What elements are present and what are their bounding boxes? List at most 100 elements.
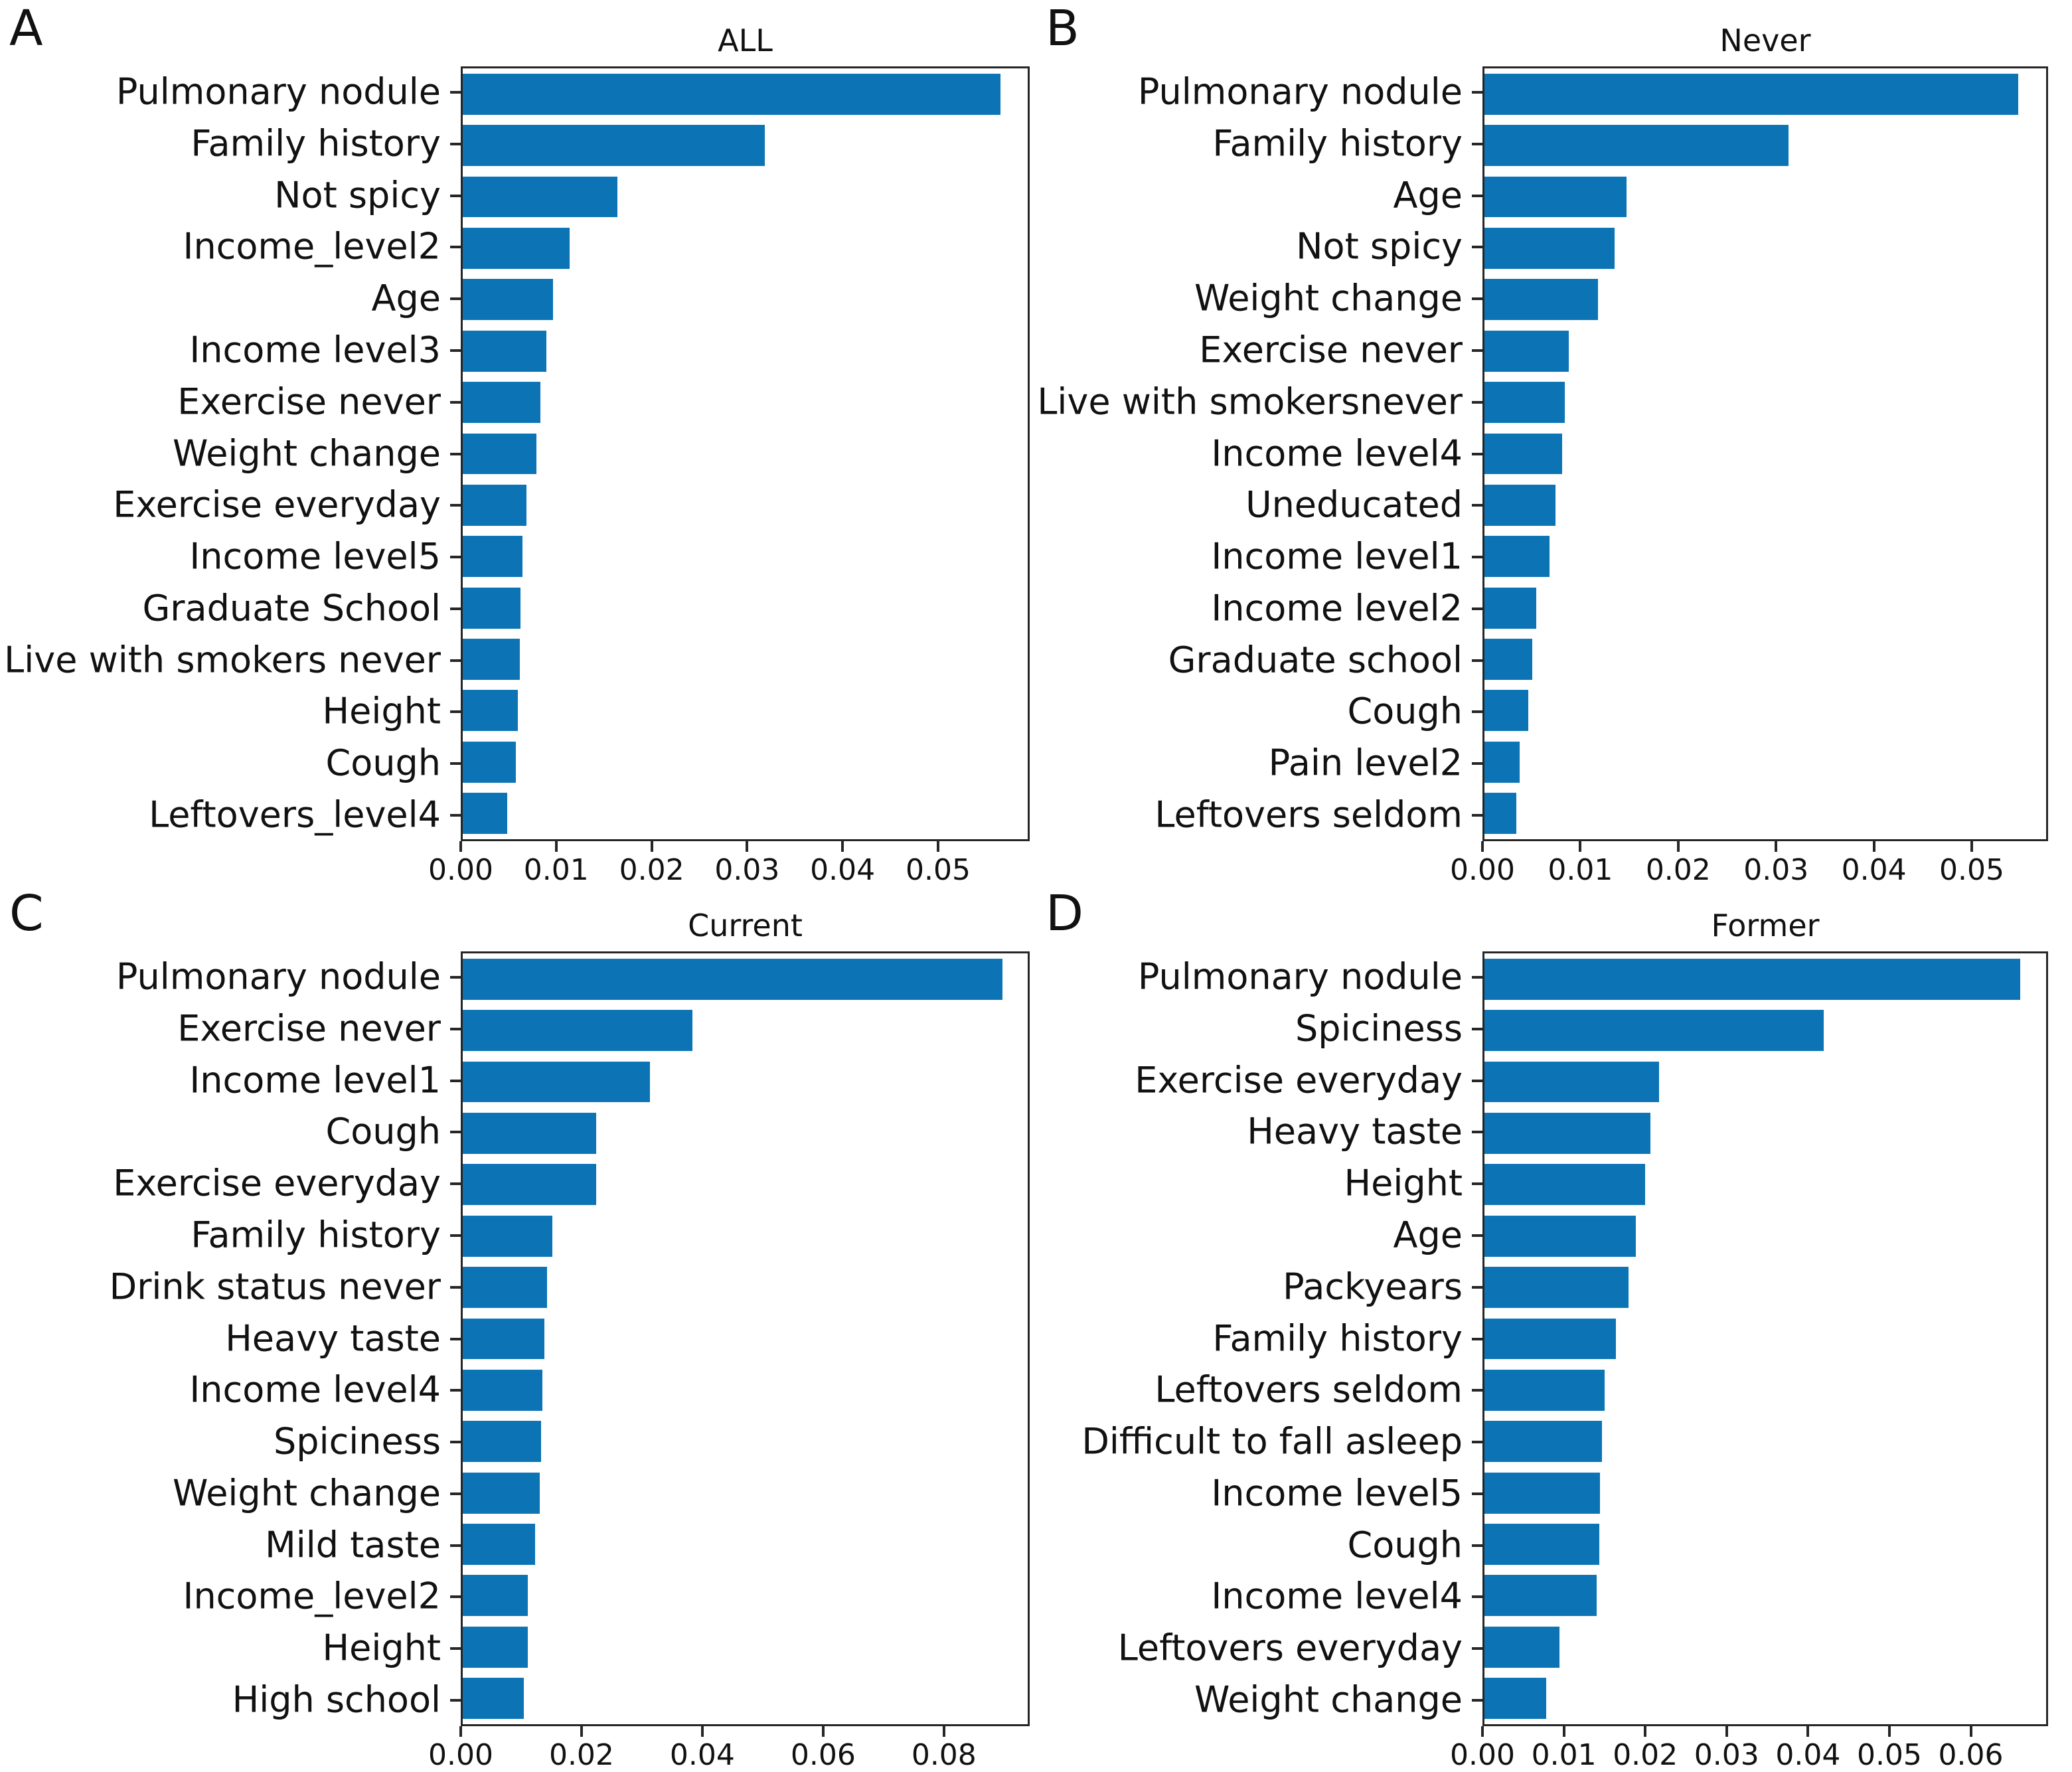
y-tick-mark — [450, 1027, 461, 1030]
x-tick-label: 0.04 — [810, 853, 876, 887]
y-axis-label: Exercise never — [177, 1007, 441, 1050]
y-tick-mark — [1472, 556, 1482, 559]
x-tick-mark — [650, 841, 653, 852]
bar — [1484, 1678, 1546, 1720]
bar — [1484, 1010, 1824, 1052]
y-tick-mark — [450, 400, 461, 404]
bar — [1484, 279, 1599, 321]
panel-letter-a: A — [9, 0, 43, 57]
bar — [463, 1112, 597, 1154]
y-tick-mark — [1472, 1544, 1482, 1547]
y-tick-mark — [1472, 452, 1482, 455]
y-axis-label: Weight change — [172, 1472, 441, 1514]
bar — [463, 1575, 528, 1617]
x-axis: 0.00 0.01 0.02 0.03 0.04 0.05 0.06 — [1450, 1726, 2048, 1772]
x-tick-label: 0.04 — [669, 1738, 735, 1772]
y-tick-mark — [450, 1182, 461, 1186]
x-tick-mark — [459, 1726, 462, 1737]
y-tick-mark — [450, 1647, 461, 1651]
panel-all: A ALL Pulmonary nodule Family history Not … — [0, 0, 1036, 885]
y-axis-label: Spiciness — [1295, 1007, 1463, 1050]
y-axis-label: Mild taste — [265, 1524, 441, 1566]
panel-former: D Former Pulmonary nodule Spiciness Exerci… — [1036, 885, 2072, 1770]
bar — [463, 382, 541, 424]
y-tick-mark — [450, 1699, 461, 1702]
y-tick-mark — [450, 194, 461, 197]
x-tick-mark — [1887, 1726, 1891, 1737]
bar — [463, 73, 1000, 115]
y-axis-label: Weight change — [1194, 277, 1463, 319]
y-axis-label: Family history — [191, 122, 441, 165]
x-tick-label: 0.06 — [790, 1738, 856, 1772]
x-tick-mark — [1872, 841, 1875, 852]
x-tick-label: 0.01 — [1548, 853, 1613, 887]
y-tick-mark — [1472, 1647, 1482, 1651]
bar — [1484, 793, 1517, 835]
y-axis: Pulmonary nodule Family history Not spicy I… — [0, 66, 461, 841]
y-tick-mark — [450, 504, 461, 507]
y-tick-mark — [450, 556, 461, 559]
y-tick-mark — [450, 975, 461, 979]
y-axis-label: Not spicy — [1296, 225, 1463, 268]
y-tick-mark — [1472, 710, 1482, 714]
y-tick-mark — [1472, 814, 1482, 817]
y-tick-mark — [1472, 1285, 1482, 1289]
bar — [1484, 1472, 1601, 1514]
y-axis-label: Drink status never — [109, 1265, 441, 1308]
x-tick-label: 0.00 — [428, 1738, 493, 1772]
y-tick-mark — [450, 1389, 461, 1392]
y-axis-label: Income level4 — [189, 1368, 441, 1411]
panel-never: B Never Pulmonary nodule Family history Ag… — [1036, 0, 2072, 885]
bar — [463, 176, 617, 218]
y-tick-mark — [450, 1544, 461, 1547]
y-tick-mark — [1472, 142, 1482, 145]
x-tick-label: 0.04 — [1841, 853, 1907, 887]
bar — [1484, 536, 1550, 578]
x-tick-label: 0.02 — [619, 853, 684, 887]
x-tick-mark — [746, 841, 749, 852]
x-tick-mark — [1970, 841, 1974, 852]
y-tick-mark — [450, 1492, 461, 1495]
y-axis: Pulmonary nodule Exercise never Income lev… — [0, 951, 461, 1726]
bar — [463, 1010, 692, 1052]
bar — [463, 1626, 528, 1668]
x-tick-label: 0.06 — [1938, 1738, 2004, 1772]
x-tick-mark — [841, 841, 844, 852]
y-tick-mark — [450, 1079, 461, 1082]
y-axis-label: Exercise never — [177, 380, 441, 423]
panel-letter-d: D — [1046, 885, 1083, 942]
x-tick-mark — [1969, 1726, 1972, 1737]
y-axis-label: Live with smokersnever — [1037, 380, 1463, 423]
x-tick-label: 0.00 — [1450, 853, 1515, 887]
y-axis-label: High school — [232, 1678, 441, 1721]
y-tick-mark — [450, 1595, 461, 1599]
bar — [1484, 1215, 1636, 1257]
bar — [463, 330, 546, 372]
chart-title-former: Former — [1711, 908, 1820, 943]
y-axis-label: Cough — [1347, 1524, 1463, 1566]
y-axis-label: Leftovers seldom — [1155, 793, 1463, 836]
y-axis-label: Height — [322, 690, 441, 733]
y-axis-label: Income level4 — [1211, 432, 1463, 475]
x-tick-label: 0.01 — [523, 853, 589, 887]
y-axis-label: Pulmonary nodule — [116, 955, 441, 998]
y-axis: Pulmonary nodule Spiciness Exercise everyd… — [1036, 951, 1482, 1726]
y-axis-label: Uneducated — [1245, 483, 1463, 526]
y-axis-label: Heavy taste — [225, 1317, 441, 1360]
x-tick-label: 0.05 — [905, 853, 971, 887]
x-tick-mark — [459, 841, 462, 852]
y-axis-label: Family history — [191, 1214, 441, 1256]
plot-area — [461, 951, 1030, 1726]
y-tick-mark — [1472, 1699, 1482, 1702]
y-axis-label: Exercise everyday — [1135, 1059, 1463, 1101]
y-axis-label: Income level2 — [1211, 587, 1463, 629]
y-axis-label: Age — [1393, 174, 1463, 216]
x-tick-label: 0.05 — [1939, 853, 2004, 887]
y-axis-label: Packyears — [1283, 1265, 1463, 1308]
bar — [1484, 1575, 1597, 1617]
y-axis-label: Income level1 — [1211, 535, 1463, 578]
x-tick-label: 0.02 — [1613, 1738, 1678, 1772]
bar — [1484, 741, 1520, 783]
y-tick-mark — [1472, 194, 1482, 197]
